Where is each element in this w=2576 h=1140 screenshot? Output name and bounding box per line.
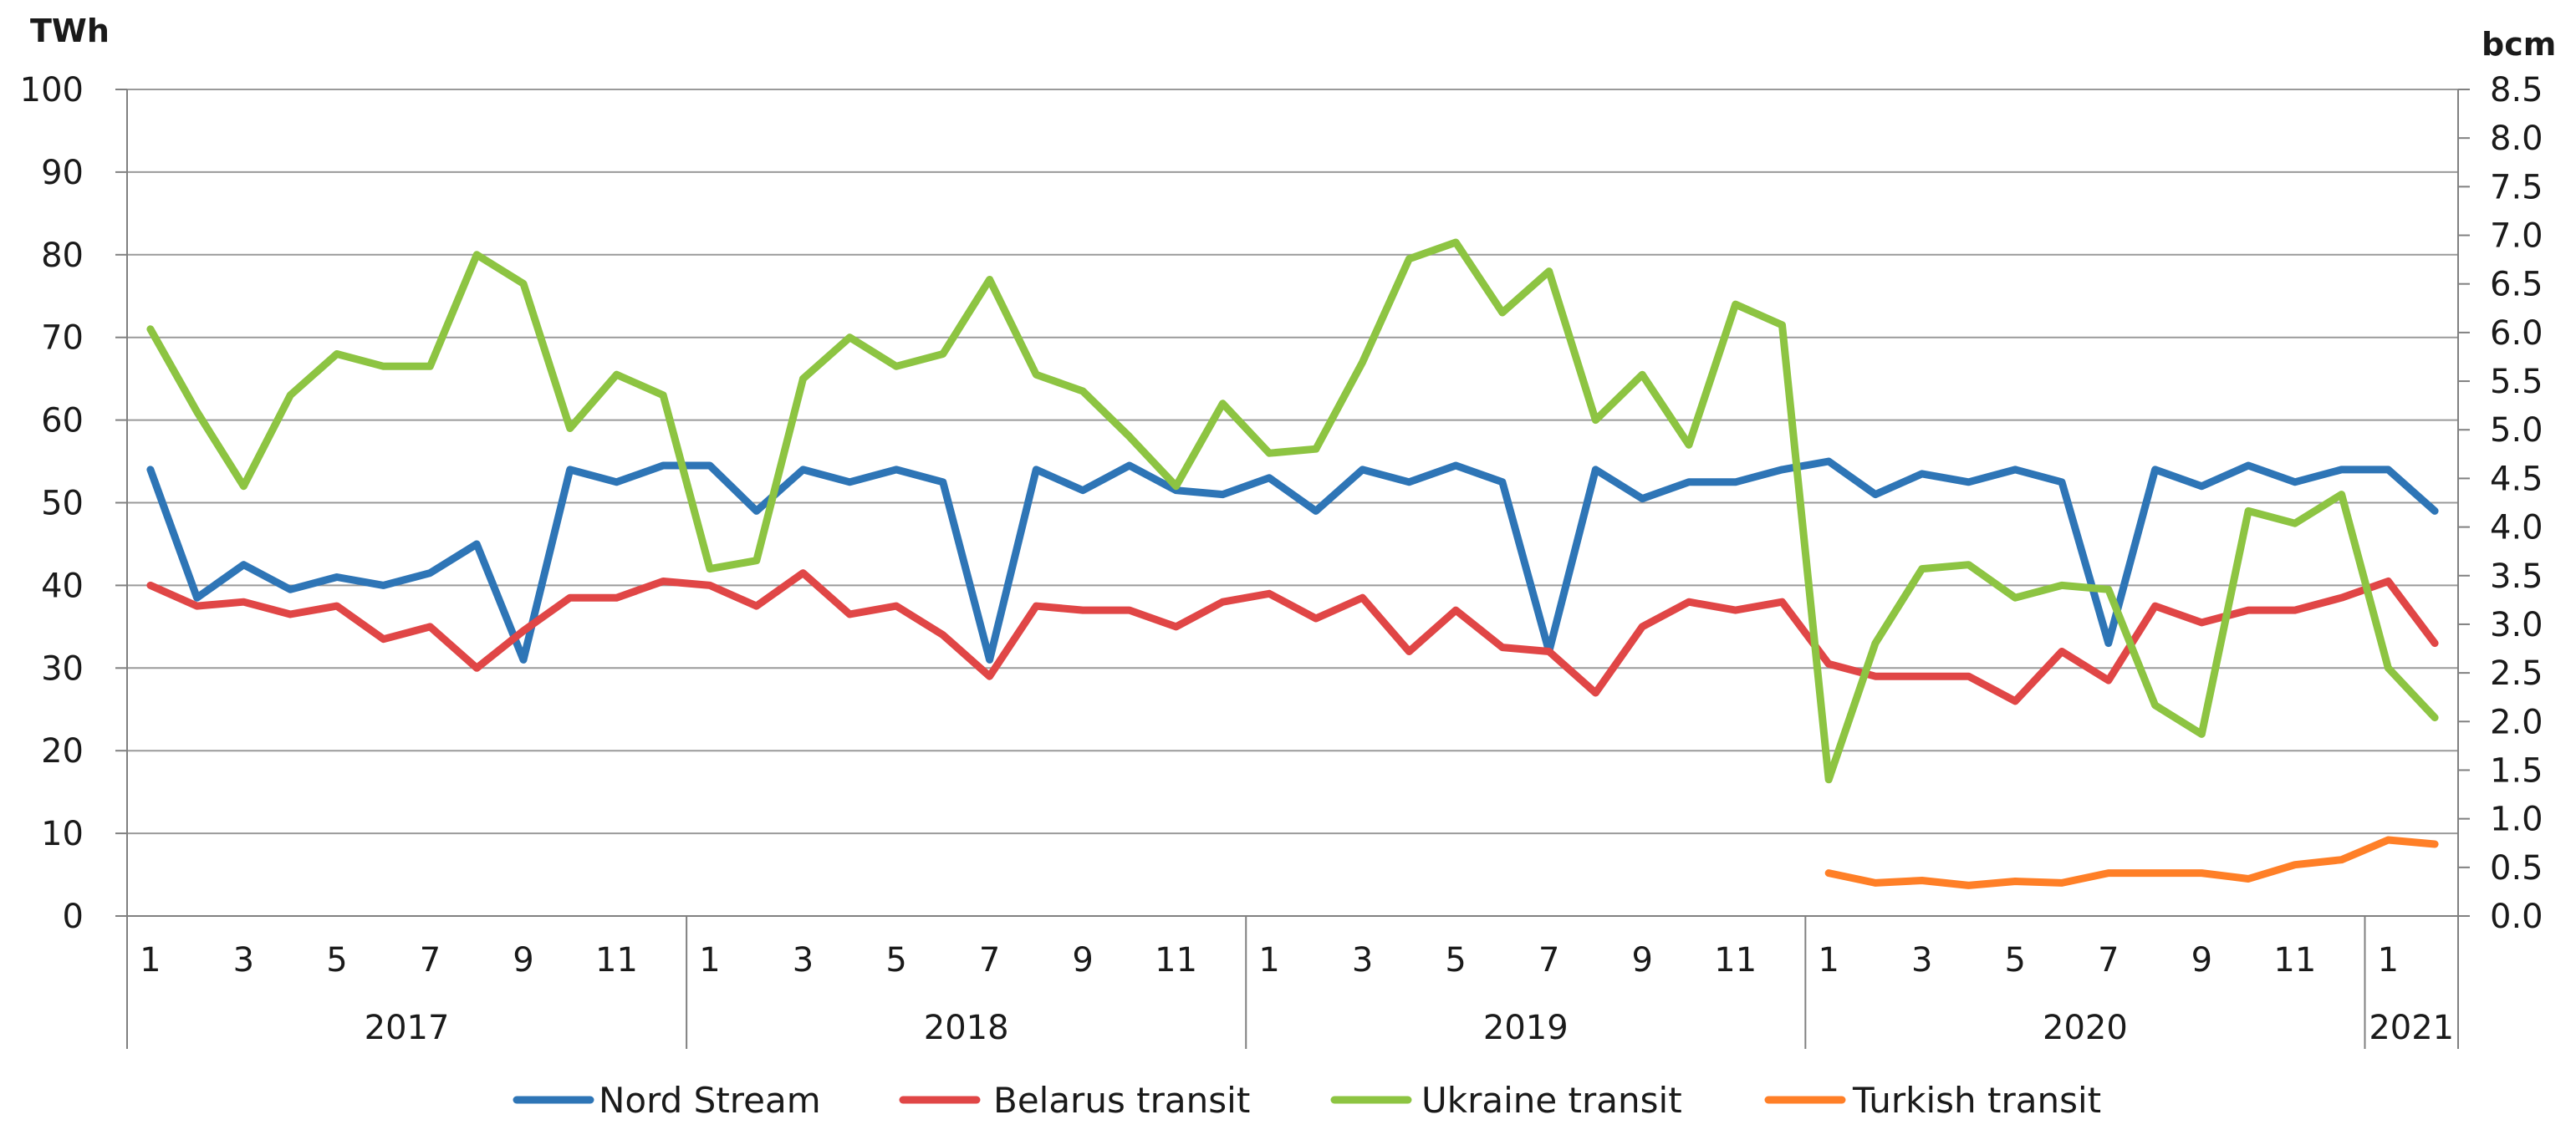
x-month-label: 1 (1819, 941, 1839, 980)
x-month-label: 11 (1155, 941, 1197, 980)
series-line-belarus-transit (146, 569, 2439, 705)
x-month-label: 9 (1631, 941, 1652, 980)
x-month-label: 5 (326, 941, 347, 980)
axes: 0 10 20 30 40 50 60 70 80 90 100 0.0 0.5 1.0 1.5 2.0 2.5… (20, 71, 2543, 1049)
x-month-label: 1 (2378, 941, 2399, 980)
y-right-tick-label: 1.0 (2490, 801, 2543, 839)
right-axis-unit: bcm (2482, 26, 2556, 63)
y-right-tick-label: 5.5 (2490, 363, 2543, 401)
y-left-tick-label: 0 (63, 898, 84, 936)
x-month-label: 1 (1258, 941, 1279, 980)
y-left-tick-label: 20 (41, 732, 84, 771)
x-month-label: 5 (2005, 941, 2026, 980)
x-month-label: 11 (595, 941, 638, 980)
y-right-tick-label: 0.0 (2490, 898, 2543, 936)
y-right-tick-label: 3.0 (2490, 606, 2543, 644)
y-right-tick-label: 7.5 (2490, 168, 2543, 206)
y-left-tick-label: 60 (41, 402, 84, 440)
legend-label-belarus-transit: Belarus transit (993, 1080, 1250, 1121)
x-month-label: 3 (1911, 941, 1932, 980)
y-right-tick-label: 0.5 (2490, 849, 2543, 888)
x-month-label: 7 (420, 941, 441, 980)
x-month-label: 9 (513, 941, 533, 980)
x-year-label: 2021 (2369, 1009, 2454, 1047)
y-left-tick-label: 30 (41, 649, 84, 688)
x-year-label: 2019 (1483, 1009, 1569, 1047)
x-month-label: 3 (1352, 941, 1373, 980)
legend-label-nord-stream: Nord Stream (599, 1080, 821, 1121)
x-month-label: 5 (1445, 941, 1466, 980)
y-right-tick-label: 2.0 (2490, 703, 2543, 741)
y-left-tick-label: 90 (41, 154, 84, 192)
legend-label-turkish-transit: Turkish transit (1852, 1080, 2101, 1121)
y-right-tick-label: 5.0 (2490, 411, 2543, 450)
y-right-tick-label: 6.5 (2490, 266, 2543, 304)
legend-label-ukraine-transit: Ukraine transit (1421, 1080, 1682, 1121)
x-month-label: 3 (233, 941, 254, 980)
grid-lines (127, 89, 2458, 835)
x-month-label: 11 (2273, 941, 2316, 980)
x-month-label: 7 (2098, 941, 2119, 980)
y-right-tick-label: 1.5 (2490, 751, 2543, 790)
x-month-label: 9 (2191, 941, 2212, 980)
series-line-ukraine-transit (146, 238, 2439, 784)
y-right-tick-label: 7.0 (2490, 217, 2543, 256)
series-lines (146, 238, 2439, 889)
y-left-tick-label: 40 (41, 567, 84, 605)
x-year-label: 2018 (924, 1009, 1009, 1047)
y-right-tick-label: 4.0 (2490, 509, 2543, 547)
x-month-label: 9 (1072, 941, 1093, 980)
x-year-label: 2017 (365, 1009, 450, 1047)
x-month-label: 7 (1538, 941, 1559, 980)
x-year-label: 2020 (2043, 1009, 2128, 1047)
y-right-tick-label: 8.0 (2490, 120, 2543, 158)
y-right-tick-label: 4.5 (2490, 460, 2543, 498)
x-month-label: 5 (885, 941, 906, 980)
y-left-tick-label: 100 (20, 71, 84, 109)
x-month-label: 3 (793, 941, 814, 980)
y-right-tick-label: 8.5 (2490, 71, 2543, 109)
legend: Nord Stream Belarus transit Ukraine transi… (513, 1080, 2101, 1121)
y-right-tick-label: 2.5 (2490, 654, 2543, 693)
y-right-tick-label: 6.0 (2490, 314, 2543, 353)
y-left-tick-label: 70 (41, 319, 84, 358)
y-left-tick-label: 50 (41, 485, 84, 523)
y-right-tick-label: 3.5 (2490, 557, 2543, 596)
y-left-tick-label: 10 (41, 815, 84, 853)
series-line-turkish-transit (1824, 836, 2439, 889)
y-left-tick-label: 80 (41, 237, 84, 275)
x-month-label: 11 (1714, 941, 1757, 980)
series-line-nord-stream (146, 457, 2439, 664)
x-month-label: 1 (140, 941, 161, 980)
x-month-label: 7 (979, 941, 1000, 980)
left-axis-unit: TWh (30, 13, 110, 49)
x-month-label: 1 (699, 941, 720, 980)
